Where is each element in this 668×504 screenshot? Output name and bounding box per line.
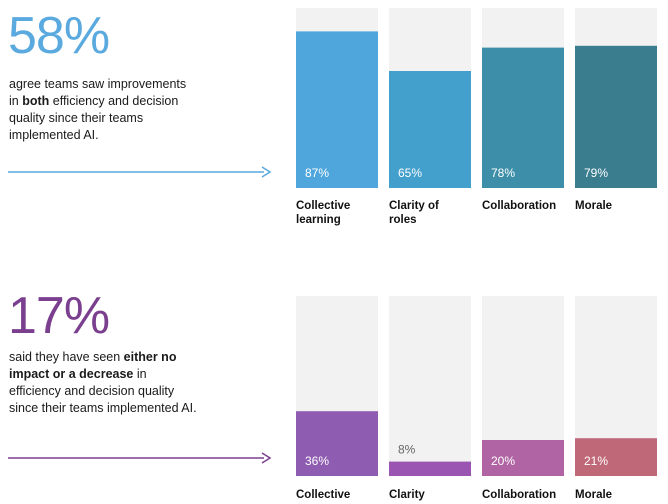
data-label: 78%: [491, 166, 515, 180]
data-label: 87%: [305, 166, 329, 180]
bottom-desc-part-1: said they have seen: [9, 350, 124, 364]
bar-track: [389, 296, 471, 476]
bottom-arrow-icon: [8, 452, 272, 464]
data-label: 79%: [584, 166, 608, 180]
bottom-big-stat: 17%: [8, 287, 110, 345]
top-desc-bold: both: [22, 94, 50, 108]
bar: [389, 461, 471, 476]
bottom-bar-chart: 36% 8% 20% 21%: [296, 296, 657, 476]
bottom-panel: 17% said they have seen either no impact…: [0, 284, 668, 504]
bottom-desc-part-2: in efficiency and decision quality since…: [9, 367, 197, 415]
bottom-description: said they have seen either no impact or …: [9, 349, 199, 417]
bar: [482, 47, 564, 188]
data-label: 65%: [398, 166, 422, 180]
bar: [296, 411, 378, 476]
bar: [575, 438, 657, 476]
category-label: Collective: [296, 489, 351, 501]
top-description: agree teams saw improvements in both eff…: [9, 76, 199, 144]
bottom-desc-bold: either no impact or a decrease: [9, 350, 177, 381]
category-label: Collaboration: [482, 489, 557, 501]
data-label: 21%: [584, 454, 608, 468]
bar: [482, 440, 564, 476]
data-label: 20%: [491, 454, 515, 468]
bar: [389, 71, 471, 188]
bar: [575, 45, 657, 188]
data-label: 36%: [305, 454, 329, 468]
top-desc-part-2: efficiency and decision quality since th…: [9, 94, 179, 142]
bar: [296, 31, 378, 189]
category-label: Clarity: [389, 489, 425, 501]
category-label: Clarity of roles: [389, 200, 439, 226]
top-arrow-icon: [8, 166, 272, 178]
category-label: Collaboration: [482, 200, 557, 212]
top-bar-chart: 87% 65% 78% 79%: [296, 8, 657, 189]
category-label: Morale: [575, 489, 613, 501]
top-panel: 58% agree teams saw improvements in both…: [0, 0, 668, 250]
category-label: Collective learning: [296, 200, 351, 226]
category-label: Morale: [575, 200, 613, 212]
top-desc-part-1: agree teams saw improvements in: [9, 77, 187, 108]
top-big-stat: 58%: [8, 7, 110, 65]
data-label: 8%: [398, 443, 416, 457]
